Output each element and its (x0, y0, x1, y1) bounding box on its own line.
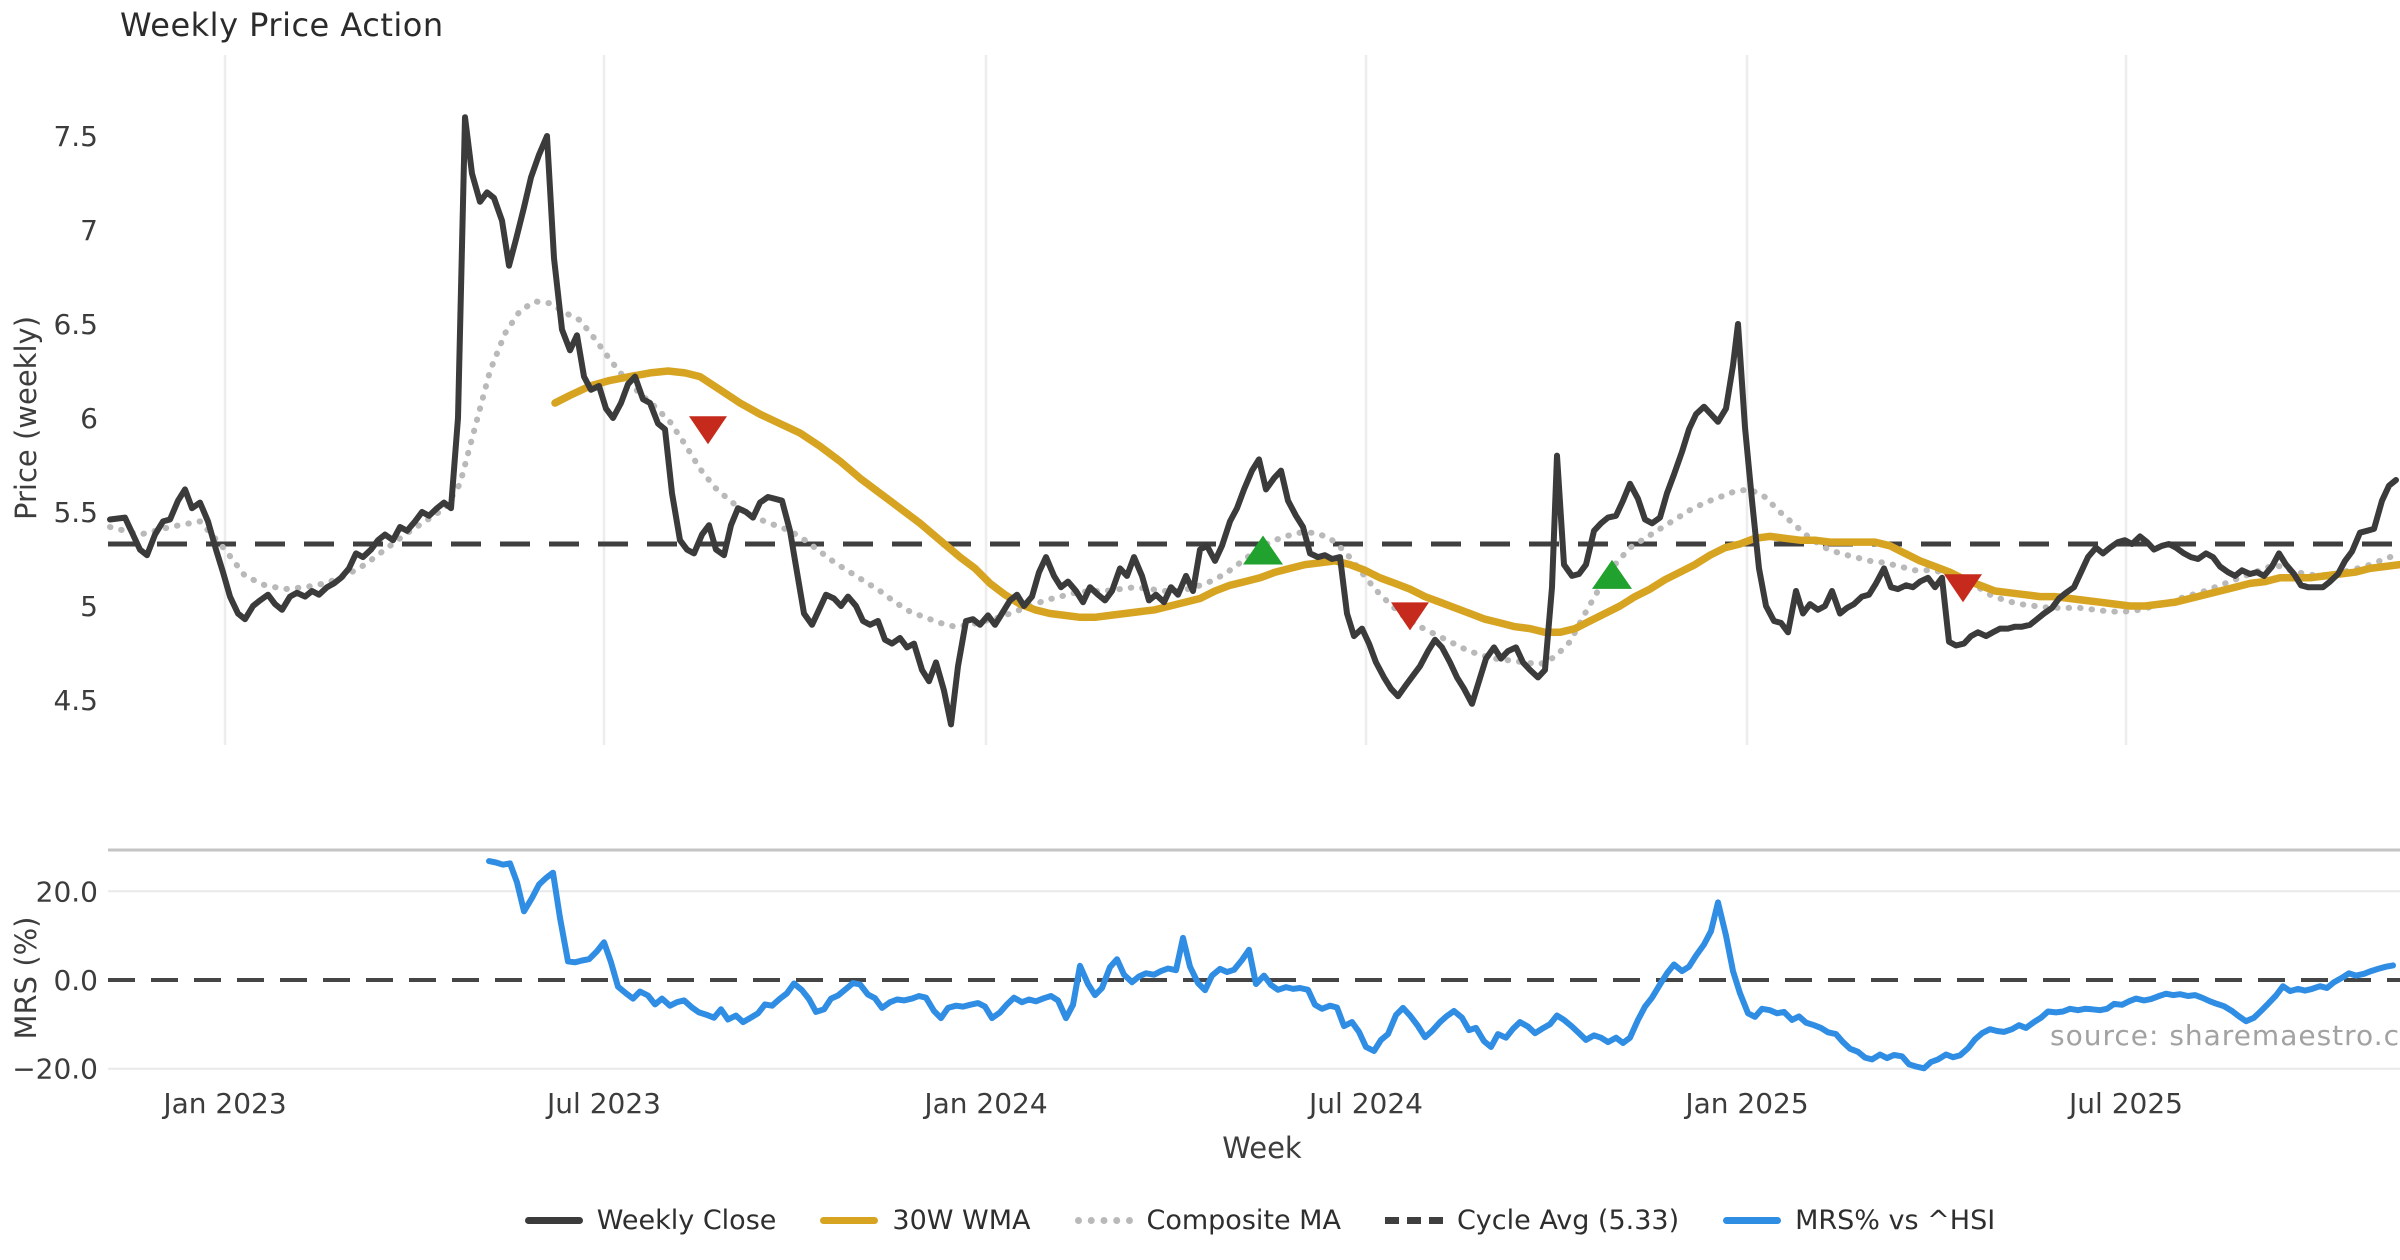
mrs-line (486, 858, 2396, 1072)
mrs-tick-label: −20.0 (12, 1053, 98, 1086)
price-tick-label: 5 (80, 590, 98, 623)
x-tick-label: Jan 2025 (1683, 1087, 1808, 1120)
cycle-avg-dashed-swatch-icon (1384, 1217, 1443, 1224)
price-tick-label: 7 (80, 214, 98, 247)
week-axis-label: Week (1222, 1131, 1302, 1165)
source-watermark: source: sharemaestro.com (2050, 1019, 2400, 1052)
mrs-tick-label: 0.0 (53, 964, 98, 997)
mrs-axis-label: MRS (%) (9, 917, 43, 1040)
wma-line-swatch-icon (820, 1217, 879, 1224)
price-tick-label: 5.5 (53, 496, 98, 529)
composite-ma-dotted-swatch-icon (1074, 1217, 1133, 1224)
legend-item-composite-ma: Composite MA (1074, 1205, 1341, 1236)
legend-item-mrs: MRS% vs ^HSI (1723, 1205, 1995, 1236)
legend-item-30w-wma: 30W WMA (820, 1205, 1031, 1236)
sell-marker-icon (1391, 602, 1429, 631)
legend-label: Cycle Avg (5.33) (1456, 1205, 1680, 1236)
legend-item-weekly-close: Weekly Close (524, 1205, 777, 1236)
price-tick-label: 6 (80, 402, 98, 435)
legend-label: MRS% vs ^HSI (1795, 1205, 1996, 1236)
weekly-close-line-swatch-icon (524, 1217, 583, 1224)
legend-item-cycle-avg: Cycle Avg (5.33) (1384, 1205, 1680, 1236)
price-tick-label: 7.5 (53, 120, 98, 153)
page-title: Weekly Price Action (120, 6, 444, 44)
price-tick-label: 6.5 (53, 308, 98, 341)
price-tick-label: 4.5 (53, 684, 98, 717)
mrs-tick-label: 20.0 (36, 875, 98, 908)
series-layer (107, 114, 2400, 1072)
x-tick-label: Jan 2023 (161, 1087, 286, 1120)
tick-labels-layer: 7.5 7 6.5 6 5.5 5 4.5 20.0 0.0 −20.0 Jan 2023 Jul 2… (12, 120, 2183, 1120)
wma-30w-line (551, 367, 2400, 637)
composite-ma-line (107, 298, 2398, 668)
legend-label: Composite MA (1146, 1205, 1341, 1236)
x-tick-label: Jul 2024 (1307, 1087, 1423, 1120)
buy-marker-icon (1243, 535, 1283, 565)
sell-marker-icon (1944, 574, 1982, 603)
price-axis-label: Price (weekly) (9, 316, 43, 520)
x-tick-label: Jul 2023 (545, 1087, 661, 1120)
sell-marker-icon (689, 416, 727, 445)
mrs-line-swatch-icon (1723, 1217, 1782, 1224)
x-tick-label: Jul 2025 (2067, 1087, 2183, 1120)
buy-marker-icon (1592, 559, 1632, 589)
chart-legend: Weekly Close 30W WMA Composite MA Cycle … (0, 1205, 2400, 1236)
legend-label: 30W WMA (892, 1205, 1031, 1236)
weekly-close-line (107, 114, 2399, 728)
x-tick-label: Jan 2024 (922, 1087, 1047, 1120)
legend-label: Weekly Close (596, 1205, 777, 1236)
